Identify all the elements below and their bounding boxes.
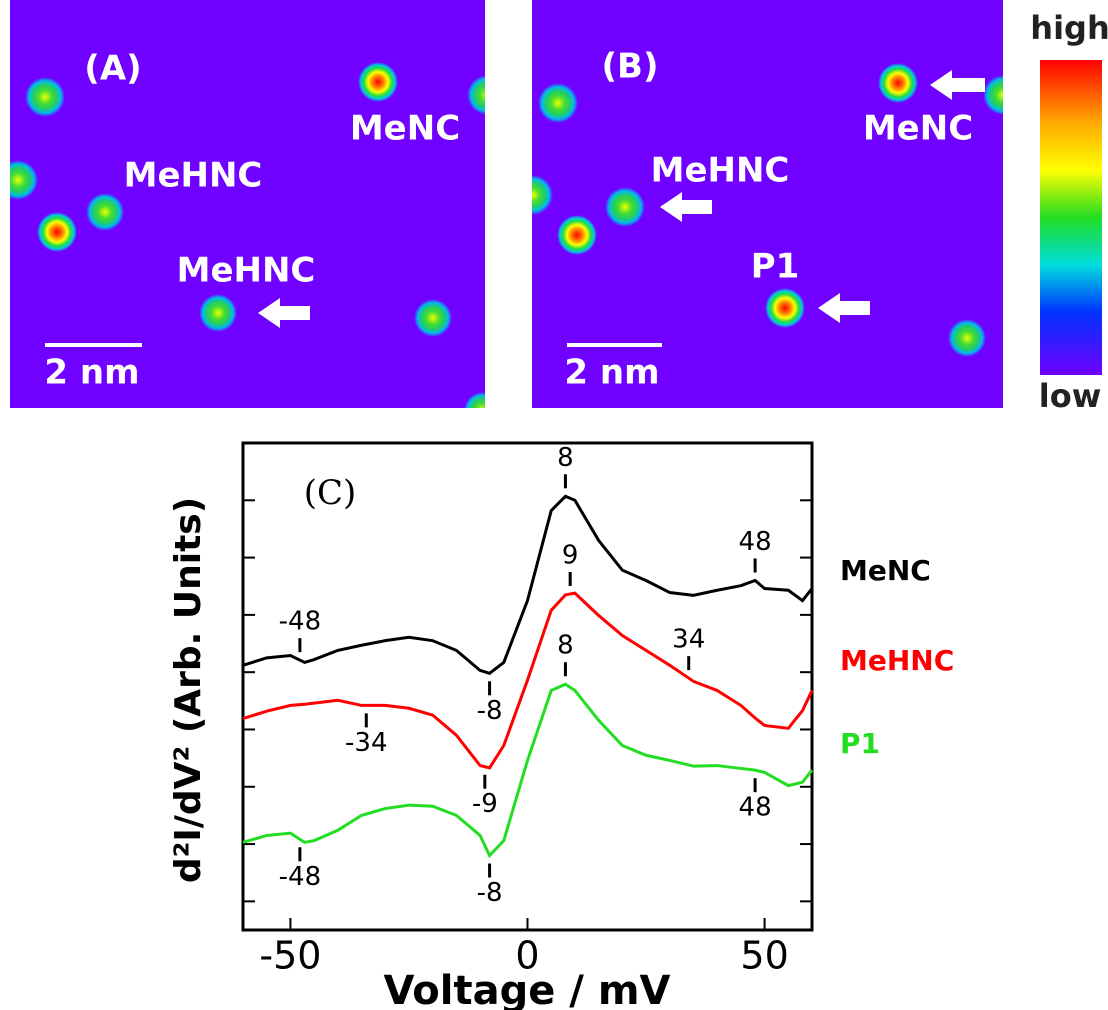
scale-label: 2 nm bbox=[44, 353, 139, 393]
panel-label: (A) bbox=[84, 49, 141, 89]
molecule-label: P1 bbox=[751, 247, 800, 287]
molecule-label: MeNC bbox=[863, 109, 973, 149]
legend-label: P1 bbox=[840, 727, 880, 760]
annotation-label: -8 bbox=[477, 878, 503, 908]
annotation-label: -8 bbox=[477, 696, 503, 726]
annotation-label: 8 bbox=[557, 631, 574, 661]
molecule-label: MeHNC bbox=[177, 251, 316, 291]
molecule-label: MeHNC bbox=[124, 156, 263, 196]
annotation-label: -48 bbox=[279, 862, 321, 892]
annotation-label: 9 bbox=[562, 540, 579, 570]
x-tick-label: 50 bbox=[740, 934, 788, 978]
colorbar-low: low bbox=[1039, 377, 1102, 415]
annotation-label: -34 bbox=[345, 728, 387, 758]
annotation-label: -48 bbox=[279, 607, 321, 637]
panel-b: (B) MeNC MeHNC P1 2 nm bbox=[513, 0, 1023, 408]
scale-label: 2 nm bbox=[564, 353, 659, 393]
annotation-label: 34 bbox=[672, 625, 705, 655]
molecule-label: MeNC bbox=[350, 109, 460, 149]
spectra-chart: (C) Voltage / mV d²I/dV² (Arb. Units) -5… bbox=[168, 443, 954, 1010]
plot-frame bbox=[243, 443, 812, 930]
page: {"panels": [ {"label": "(A)", "molecules… bbox=[0, 0, 1108, 1010]
spectrum-line bbox=[243, 593, 812, 768]
annotation-label: 48 bbox=[739, 793, 772, 823]
annotation-label: 48 bbox=[739, 527, 772, 557]
figure: (A) MeNC MeHNC MeHNC 2 nm (B) MeNC MeHNC… bbox=[0, 0, 1108, 1010]
annotation-label: 8 bbox=[557, 443, 574, 473]
y-axis-label: d²I/dV² (Arb. Units) bbox=[168, 497, 209, 883]
x-tick-label: 0 bbox=[515, 934, 539, 978]
annotation-label: -9 bbox=[472, 789, 498, 819]
colorbar-scale bbox=[1040, 60, 1102, 375]
panel-label: (B) bbox=[602, 47, 659, 87]
legend-label: MeNC bbox=[840, 554, 931, 587]
spectrum-line bbox=[243, 496, 812, 673]
spectrum-line bbox=[243, 684, 812, 855]
legend-label: MeHNC bbox=[840, 644, 954, 677]
colorbar: high low bbox=[1030, 9, 1108, 415]
x-tick-label: -50 bbox=[259, 934, 321, 978]
colorbar-high: high bbox=[1030, 9, 1108, 47]
panel-a: (A) MeNC MeHNC MeHNC 2 nm bbox=[0, 0, 507, 428]
molecule-label: MeHNC bbox=[651, 151, 790, 191]
chart-title: (C) bbox=[304, 473, 357, 513]
